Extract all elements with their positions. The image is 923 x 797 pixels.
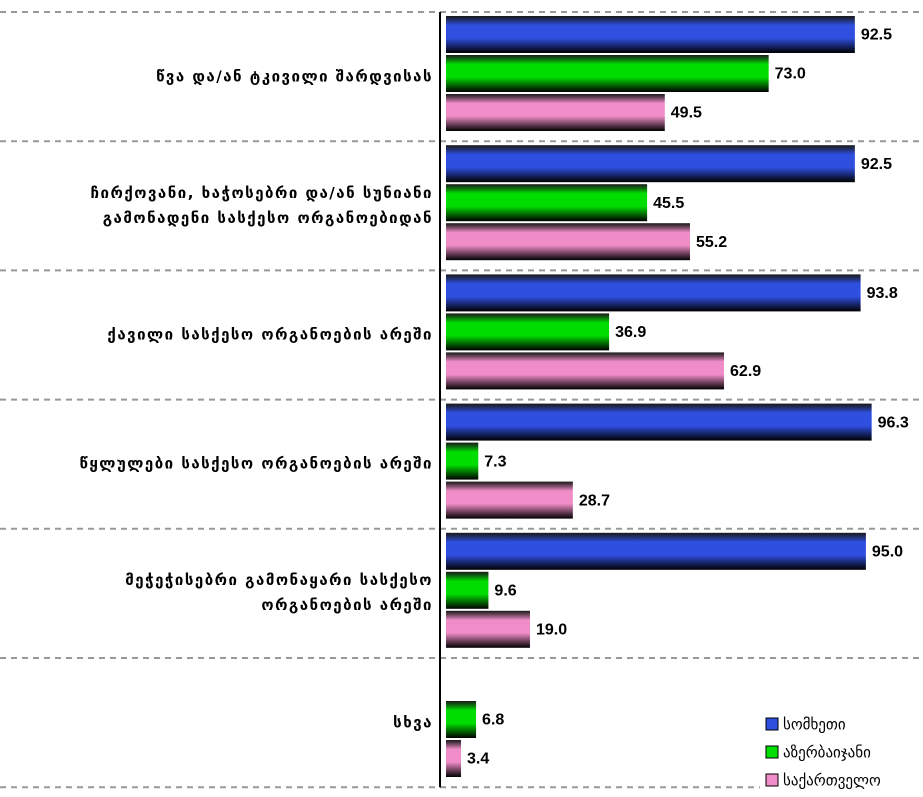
category-label: ქავილი სასქესო ორგანოების არეში bbox=[107, 325, 433, 344]
category-label: ჩირქოვანი, ხაჭოსებრი და/ან სუნიანი გამონ… bbox=[90, 183, 433, 227]
value-label: 45.5 bbox=[653, 195, 684, 212]
value-label: 93.8 bbox=[867, 285, 898, 302]
legend-swatch bbox=[765, 717, 779, 731]
value-label: 96.3 bbox=[878, 414, 909, 431]
bar bbox=[446, 16, 855, 53]
bar bbox=[446, 223, 690, 261]
value-label: 6.8 bbox=[482, 712, 504, 729]
bar bbox=[446, 352, 725, 390]
bar bbox=[446, 481, 573, 519]
legend-label: საქართველო bbox=[783, 772, 881, 790]
value-label: 7.3 bbox=[484, 453, 506, 470]
legend-box bbox=[760, 708, 920, 794]
value-label: 28.7 bbox=[579, 492, 610, 509]
category-label: წვა და/ან ტკივილი შარდვისას bbox=[156, 67, 433, 86]
bar bbox=[446, 740, 462, 777]
bar bbox=[446, 403, 872, 441]
bar bbox=[446, 184, 648, 222]
bar bbox=[446, 145, 855, 183]
legend-swatch bbox=[765, 773, 779, 787]
value-label: 36.9 bbox=[615, 324, 646, 341]
legend-swatch bbox=[765, 745, 779, 759]
bar bbox=[446, 571, 489, 609]
category-label: წყლულები სასქესო ორგანოების არეში bbox=[79, 454, 433, 473]
value-label: 9.6 bbox=[494, 583, 516, 600]
bar bbox=[446, 701, 477, 738]
value-label: 19.0 bbox=[536, 622, 567, 639]
category-label: სხვა bbox=[393, 713, 433, 732]
value-label: 92.5 bbox=[861, 156, 892, 173]
value-label: 95.0 bbox=[872, 544, 903, 561]
value-label: 73.0 bbox=[775, 66, 806, 83]
value-label: 62.9 bbox=[730, 363, 761, 380]
bar bbox=[446, 532, 866, 570]
bar bbox=[446, 94, 665, 131]
bar bbox=[446, 274, 861, 312]
legend-label: სომხეთი bbox=[783, 716, 846, 734]
bar bbox=[446, 610, 530, 648]
legend-label: აზერბაიჯანი bbox=[783, 744, 871, 762]
category-label: მეჭეჭისებრი გამონაყარი სასქესო ორგანოები… bbox=[125, 571, 433, 615]
value-label: 55.2 bbox=[696, 234, 727, 251]
bar bbox=[446, 55, 769, 92]
value-label: 92.5 bbox=[861, 27, 892, 44]
bar bbox=[446, 313, 610, 351]
value-label: 3.4 bbox=[467, 751, 489, 768]
bar bbox=[446, 442, 479, 480]
value-label: 49.5 bbox=[671, 105, 702, 122]
